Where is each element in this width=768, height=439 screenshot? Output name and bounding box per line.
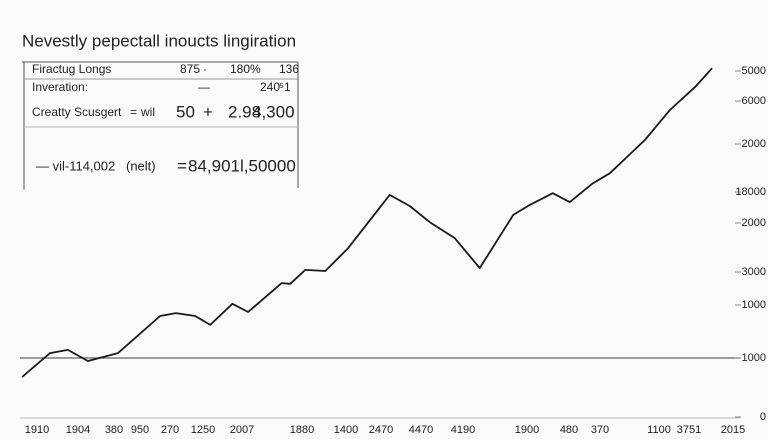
x-tick-label: 380	[105, 424, 123, 436]
table-cell: Firactug Longs	[32, 62, 111, 76]
x-tick-label: 2470	[369, 424, 393, 436]
y-tick-label: 2000	[742, 217, 766, 229]
y-tick-label: 1000	[742, 352, 766, 364]
x-tick-label: 3751	[677, 424, 701, 436]
x-tick-label: 1910	[25, 424, 49, 436]
x-tick-label: 1100	[647, 424, 671, 436]
x-tick-label: 1880	[290, 424, 314, 436]
chart-title: Nevestly pepectall inoucts lingiration	[22, 31, 296, 50]
table-cell: 180%	[230, 62, 261, 76]
info-box	[22, 61, 299, 190]
table-cell: 4,300	[252, 102, 295, 121]
x-tick-label: 2015	[721, 424, 745, 436]
table-cell: Inveration:	[32, 80, 88, 94]
y-tick-label: 3000	[742, 266, 766, 278]
x-tick-label: 950	[131, 424, 149, 436]
x-tick-label: 1400	[334, 424, 358, 436]
table-cell: +	[203, 102, 213, 121]
table-cell: (nelt)	[126, 158, 156, 173]
table-cell: =	[130, 105, 137, 119]
table-cell: 136	[279, 62, 299, 76]
x-tick-label: 4190	[451, 424, 475, 436]
y-tick-label: 0	[760, 411, 766, 423]
table-cell: 2.98	[228, 102, 261, 121]
table-cell: ⁵1	[279, 80, 291, 94]
y-tick-label: 5000	[742, 65, 766, 77]
table-cell: — vil-114,002	[36, 158, 115, 173]
y-tick-label: 18000	[735, 186, 766, 198]
table-cell: wil	[140, 105, 155, 119]
table-cell: Creatty Scusgert	[32, 105, 122, 119]
x-tick-label: 370	[591, 424, 609, 436]
table-cell: ·	[203, 62, 207, 76]
y-tick-label: 2000	[742, 138, 766, 150]
data-line	[21, 67, 713, 378]
x-tick-label: 1250	[191, 424, 215, 436]
table-cell: =	[177, 156, 187, 175]
y-tick-label: 1000	[742, 299, 766, 311]
x-tick-label: 270	[161, 424, 179, 436]
x-tick-label: 1900	[515, 424, 539, 436]
table-cell: 50	[176, 102, 195, 121]
table-cell: ·	[255, 62, 259, 76]
x-tick-label: 1904	[66, 424, 90, 436]
y-tick-label: 6000	[742, 95, 766, 107]
x-tick-label: 2007	[230, 424, 254, 436]
table-cell: 875	[180, 62, 200, 76]
x-tick-label: 480	[560, 424, 578, 436]
table-cell: 240	[260, 80, 280, 94]
x-tick-label: 4470	[409, 424, 433, 436]
table-cell: —	[198, 80, 210, 94]
table-cell: 84,901l,50000	[188, 156, 296, 175]
